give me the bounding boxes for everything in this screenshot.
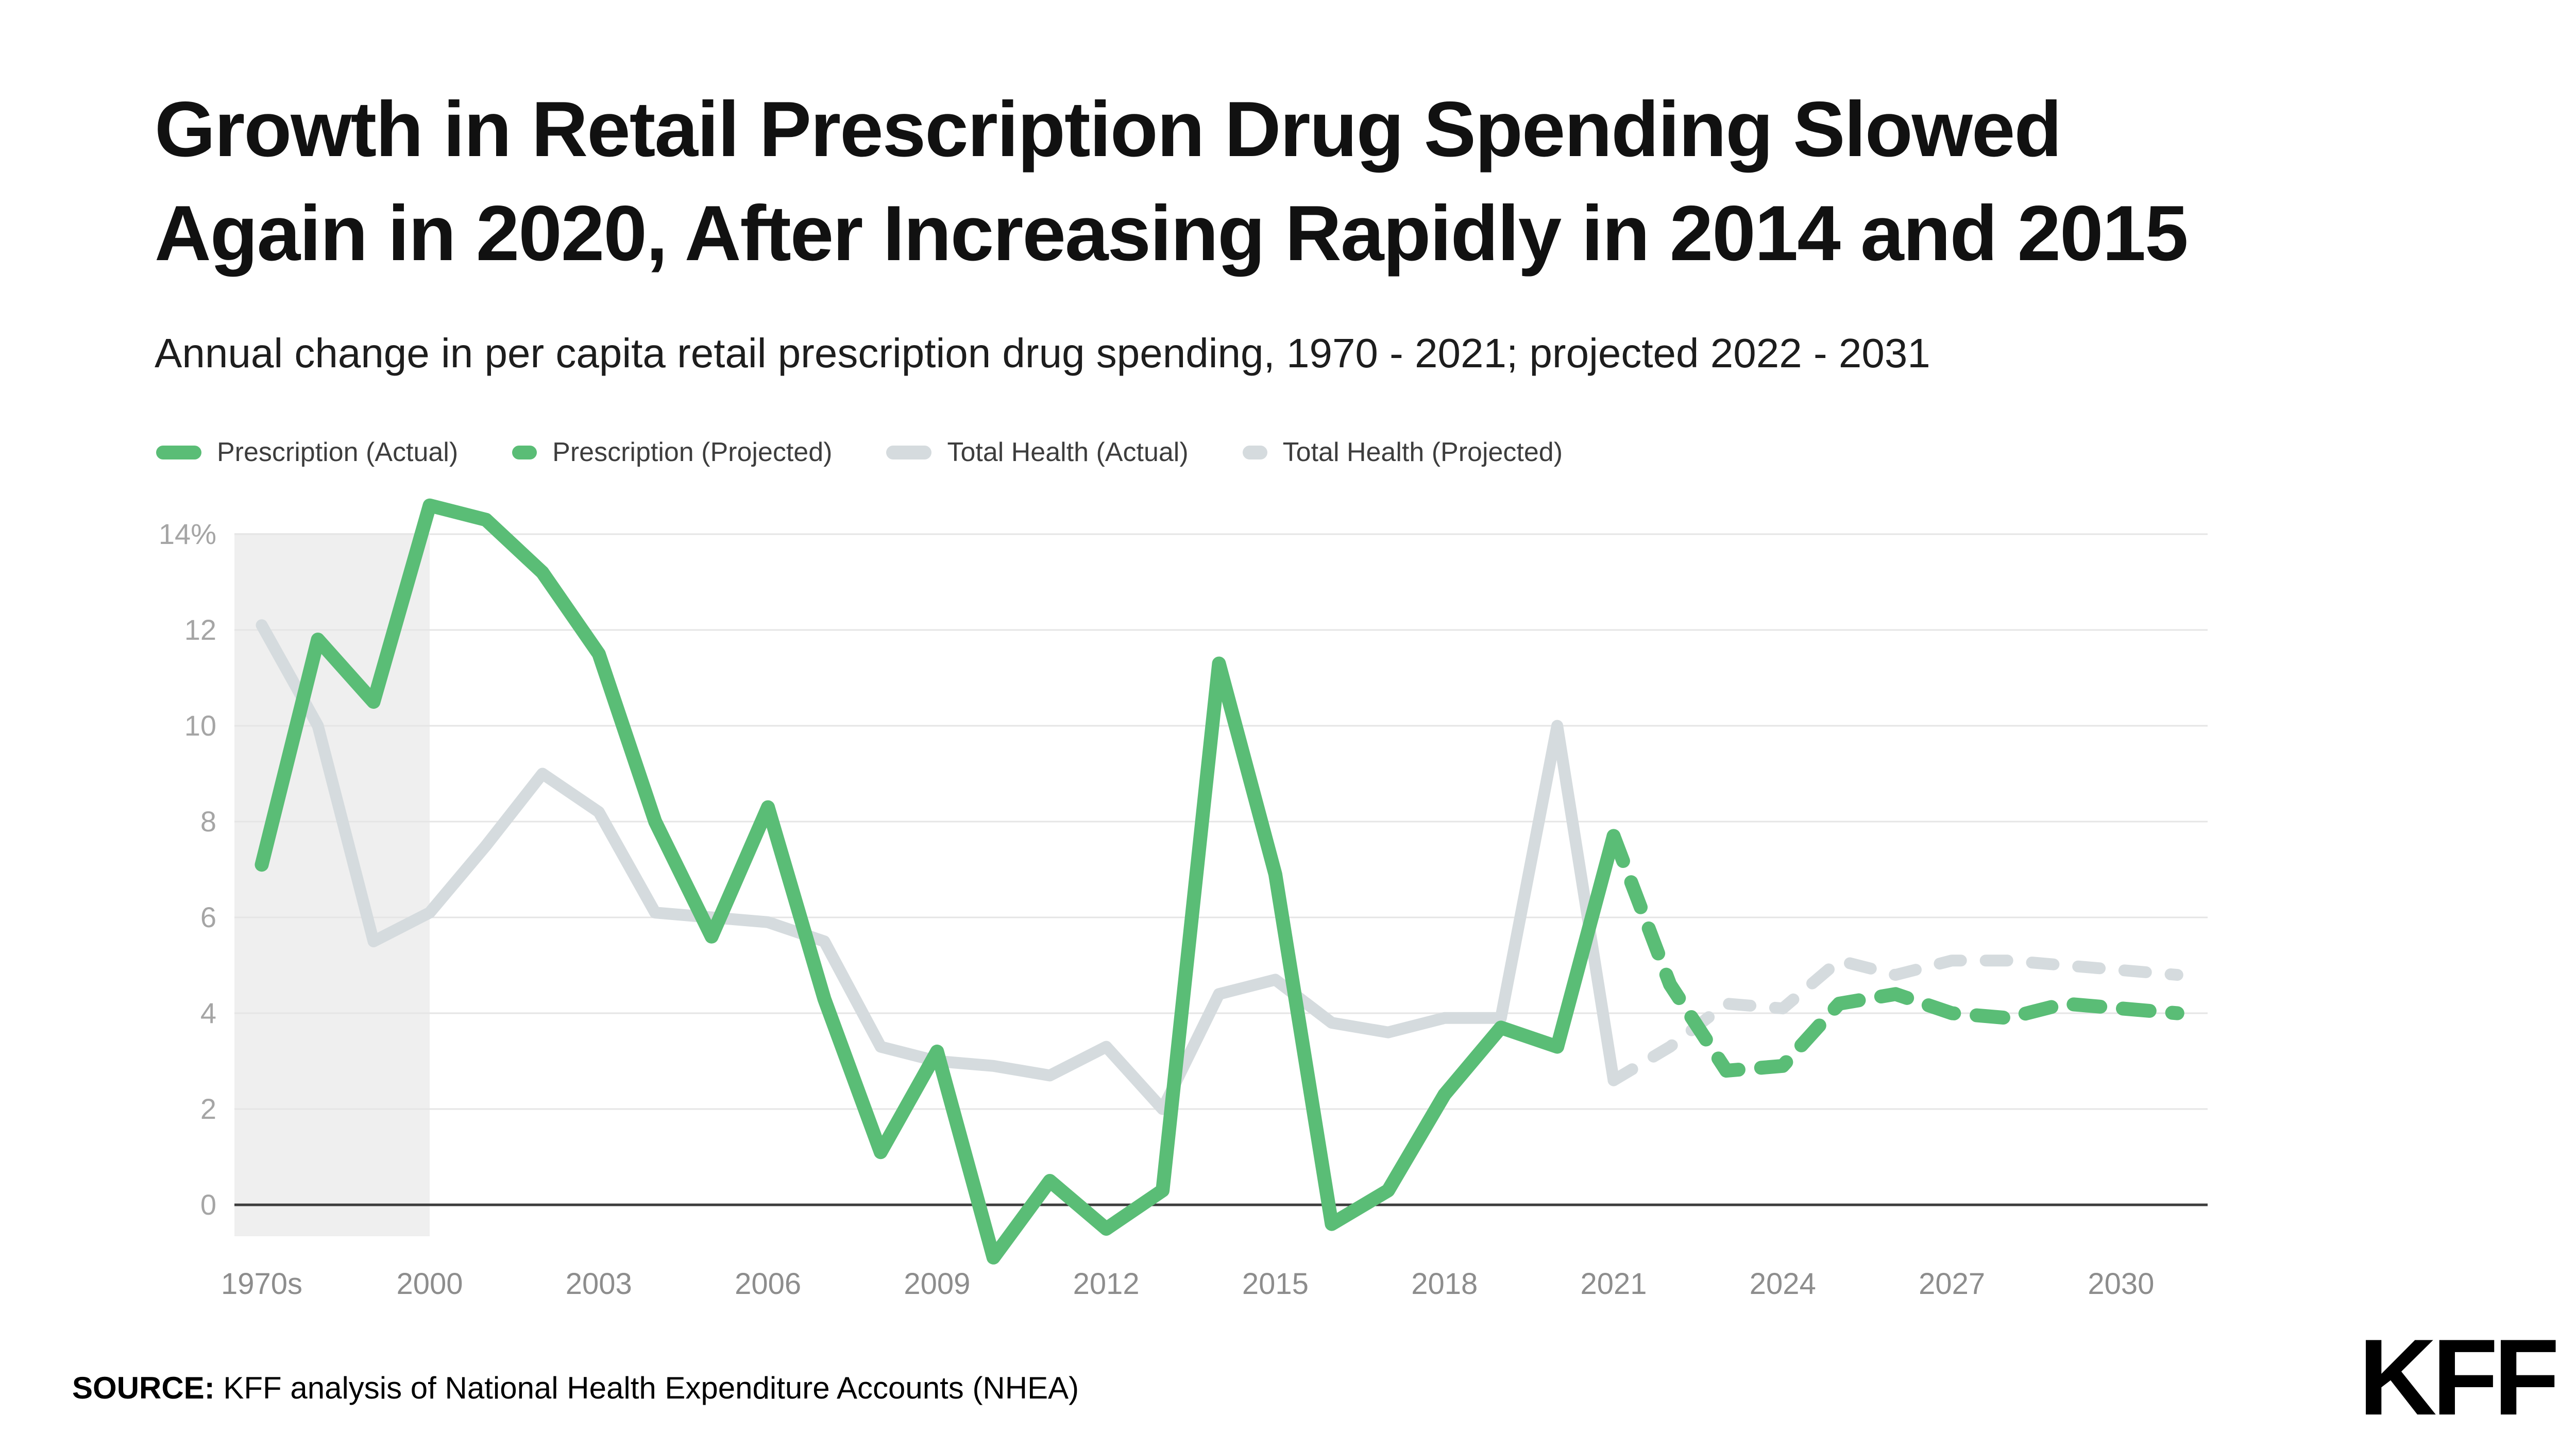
x-tick-label: 2012	[1073, 1267, 1140, 1301]
legend-chip-prescription-actual	[156, 445, 201, 459]
x-tick-label: 2027	[1919, 1267, 1985, 1301]
x-tick-label: 2030	[2088, 1267, 2154, 1301]
legend-label: Prescription (Actual)	[217, 437, 459, 467]
page-title: Growth in Retail Prescription Drug Spend…	[155, 77, 2447, 285]
y-tick-label: 12	[184, 613, 216, 646]
x-tick-label: 2003	[566, 1267, 632, 1301]
legend-label: Prescription (Projected)	[552, 437, 833, 467]
series-total-health-actual	[256, 619, 1620, 1115]
source-text: KFF analysis of National Health Expendit…	[223, 1371, 1079, 1405]
kff-logo: KFF	[2359, 1317, 2560, 1438]
legend-item-prescription-projected: Prescription (Projected)	[512, 437, 832, 468]
page-title-line1: Growth in Retail Prescription Drug Spend…	[155, 86, 2062, 173]
x-tick-label: 2021	[1581, 1267, 1647, 1301]
y-tick-label: 8	[200, 805, 216, 838]
page-subtitle: Annual change in per capita retail presc…	[155, 330, 1930, 376]
x-tick-label: 2024	[1750, 1267, 1816, 1301]
page-title-line2: Again in 2020, After Increasing Rapidly …	[155, 190, 2189, 278]
series-prescription-projected	[1606, 829, 2184, 1078]
legend-chip-total-health-projected	[1242, 445, 1267, 459]
legend-chip-total-health-actual	[886, 445, 932, 459]
x-tick-label: 1970s	[221, 1267, 302, 1301]
series-total-health-projected	[1607, 954, 2183, 1086]
x-tick-label: 2000	[396, 1267, 463, 1301]
x-tick-label: 2018	[1411, 1267, 1478, 1301]
y-tick-label: 0	[200, 1188, 216, 1221]
x-tick-label: 2015	[1242, 1267, 1309, 1301]
source-note: SOURCE: KFF analysis of National Health …	[72, 1370, 1079, 1406]
y-tick-label: 2	[200, 1093, 216, 1125]
series-prescription-actual	[255, 498, 1621, 1265]
legend-chip-prescription-projected	[512, 445, 537, 459]
legend-label: Total Health (Actual)	[947, 437, 1189, 467]
legend-item-total-health-actual: Total Health (Actual)	[886, 437, 1189, 468]
y-tick-label: 6	[200, 901, 216, 933]
source-label: SOURCE:	[72, 1371, 215, 1405]
legend-item-prescription-actual: Prescription (Actual)	[156, 437, 458, 468]
y-tick-label: 10	[184, 709, 216, 742]
legend-item-total-health-projected: Total Health (Projected)	[1242, 437, 1563, 468]
x-tick-label: 2009	[904, 1267, 970, 1301]
x-tick-label: 2006	[735, 1267, 801, 1301]
chart-legend: Prescription (Actual) Prescription (Proje…	[156, 437, 1563, 468]
legend-label: Total Health (Projected)	[1282, 437, 1563, 467]
y-tick-label: 4	[200, 997, 216, 1029]
y-tick-label: 14%	[159, 518, 216, 550]
